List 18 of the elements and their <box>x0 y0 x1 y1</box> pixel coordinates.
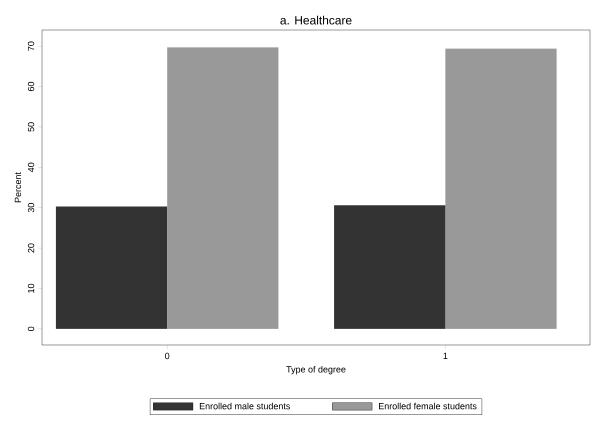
y-tick-label: 70 <box>28 42 34 51</box>
bar <box>167 47 278 329</box>
legend-label: Enrolled male students <box>200 402 290 410</box>
y-tick-label: 60 <box>28 82 34 92</box>
x-axis-title: Type of degree <box>286 366 346 374</box>
y-tick-label: 50 <box>28 122 34 132</box>
legend-label: Enrolled female students <box>378 402 477 410</box>
y-tick-label: 0 <box>28 326 34 331</box>
x-tick-label: 1 <box>444 352 448 359</box>
y-tick-label: 40 <box>28 162 34 172</box>
y-tick-label: 20 <box>28 243 34 253</box>
y-axis-title: Percent <box>14 172 22 202</box>
bar <box>445 48 557 329</box>
chart-title: a. Healthcare <box>280 16 352 24</box>
y-tick-label: 30 <box>28 203 34 212</box>
y-tick-label: 10 <box>28 284 34 293</box>
bar <box>334 205 446 329</box>
bar <box>56 206 168 329</box>
